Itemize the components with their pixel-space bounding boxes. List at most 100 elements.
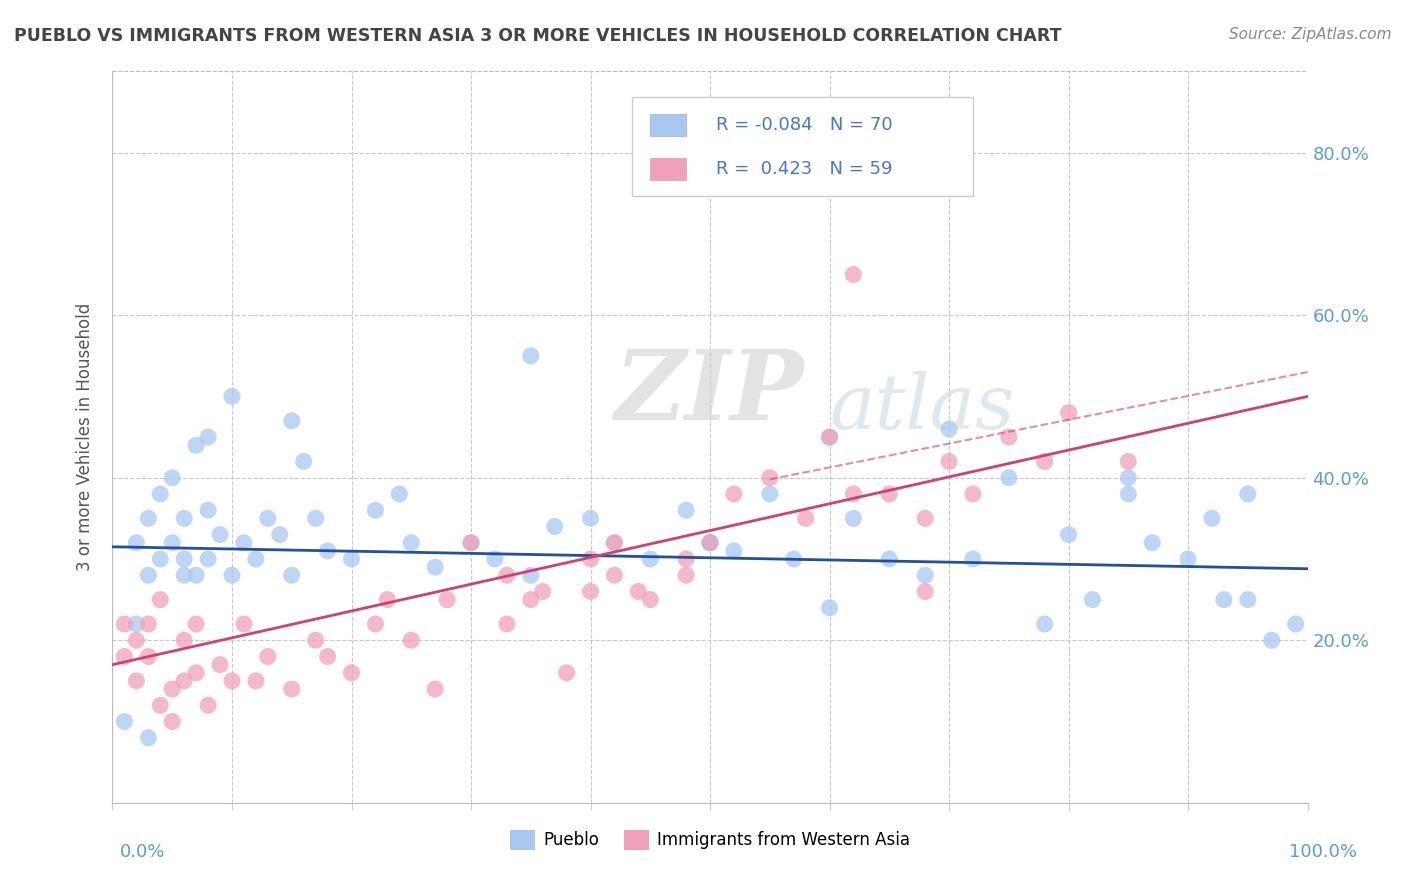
Text: 0.0%: 0.0% xyxy=(120,843,165,861)
Point xyxy=(1261,633,1284,648)
Point xyxy=(603,535,626,549)
Point xyxy=(340,665,363,680)
Point xyxy=(162,714,183,729)
Point xyxy=(401,535,423,549)
Point xyxy=(914,511,936,525)
Point xyxy=(520,592,543,607)
Point xyxy=(281,568,304,582)
Point xyxy=(316,544,339,558)
Point xyxy=(914,568,936,582)
Point xyxy=(197,503,219,517)
Legend: Pueblo, Immigrants from Western Asia: Pueblo, Immigrants from Western Asia xyxy=(503,823,917,856)
Point xyxy=(197,698,219,713)
Point xyxy=(173,673,195,688)
Point xyxy=(579,584,602,599)
Point xyxy=(186,568,208,582)
Point xyxy=(998,471,1021,485)
Point xyxy=(1142,535,1164,549)
Point xyxy=(627,584,650,599)
Point xyxy=(460,535,482,549)
Point xyxy=(1057,406,1080,420)
Text: R =  0.423   N = 59: R = 0.423 N = 59 xyxy=(716,160,893,178)
Point xyxy=(197,552,219,566)
Point xyxy=(245,673,267,688)
Point xyxy=(364,503,387,517)
Point xyxy=(460,535,482,549)
Point xyxy=(603,568,626,582)
Point xyxy=(125,535,148,549)
Point xyxy=(388,487,411,501)
Point xyxy=(316,649,339,664)
Point xyxy=(520,349,543,363)
Text: atlas: atlas xyxy=(830,371,1015,445)
FancyBboxPatch shape xyxy=(651,114,686,136)
Point xyxy=(281,414,304,428)
Point xyxy=(543,519,565,533)
Point xyxy=(914,584,936,599)
Point xyxy=(114,649,135,664)
Point xyxy=(818,430,841,444)
Point xyxy=(149,592,172,607)
Point xyxy=(221,673,243,688)
Point xyxy=(579,511,602,525)
Point xyxy=(425,681,447,696)
Point xyxy=(197,430,219,444)
Point xyxy=(425,560,447,574)
Point xyxy=(292,454,315,468)
Point xyxy=(723,487,745,501)
Point xyxy=(759,487,782,501)
Point xyxy=(209,527,232,541)
Point xyxy=(938,454,960,468)
Point xyxy=(879,552,901,566)
Point xyxy=(364,617,387,632)
Point xyxy=(173,552,195,566)
Point xyxy=(1057,527,1080,541)
Point xyxy=(125,673,148,688)
Point xyxy=(173,511,195,525)
Point xyxy=(496,617,519,632)
Point xyxy=(962,487,984,501)
Point xyxy=(699,535,721,549)
Point xyxy=(233,535,256,549)
Point xyxy=(579,552,602,566)
Point xyxy=(782,552,804,566)
Point xyxy=(138,731,160,745)
Point xyxy=(496,568,519,582)
FancyBboxPatch shape xyxy=(633,97,973,195)
Point xyxy=(173,633,195,648)
Point xyxy=(1201,511,1223,525)
Point xyxy=(186,665,208,680)
Point xyxy=(1237,592,1260,607)
Point xyxy=(125,633,148,648)
Point xyxy=(281,681,304,696)
Point xyxy=(675,552,697,566)
Point xyxy=(1033,617,1056,632)
Point xyxy=(531,584,554,599)
Point xyxy=(114,714,135,729)
Point xyxy=(114,617,135,632)
Point xyxy=(162,681,183,696)
Point xyxy=(555,665,578,680)
Point xyxy=(794,511,817,525)
Point xyxy=(221,568,243,582)
Point xyxy=(138,568,160,582)
Point xyxy=(818,430,841,444)
Point xyxy=(759,471,782,485)
Text: R = -0.084   N = 70: R = -0.084 N = 70 xyxy=(716,116,893,134)
Point xyxy=(603,535,626,549)
Point xyxy=(879,487,901,501)
Text: 100.0%: 100.0% xyxy=(1289,843,1357,861)
Point xyxy=(149,487,172,501)
Point xyxy=(962,552,984,566)
Point xyxy=(257,649,280,664)
Point xyxy=(675,568,697,582)
Point xyxy=(484,552,506,566)
Point xyxy=(436,592,458,607)
Point xyxy=(125,617,148,632)
Point xyxy=(257,511,280,525)
Point xyxy=(842,511,865,525)
Point xyxy=(699,535,721,549)
Text: ZIP: ZIP xyxy=(614,346,804,440)
Point xyxy=(1285,617,1308,632)
Point xyxy=(938,422,960,436)
